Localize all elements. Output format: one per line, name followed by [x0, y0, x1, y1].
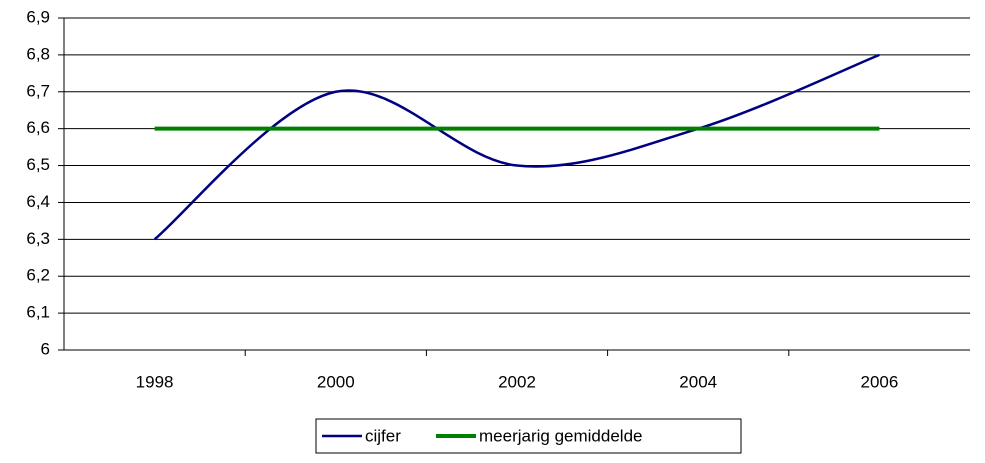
y-tick-label: 6,4 — [26, 192, 50, 211]
y-tick-label: 6,3 — [26, 229, 50, 248]
x-tick-label: 2002 — [498, 372, 536, 391]
x-tick-label: 2006 — [860, 372, 898, 391]
legend-label: cijfer — [365, 426, 401, 445]
y-tick-label: 6,2 — [26, 266, 50, 285]
x-tick-label: 2004 — [679, 372, 717, 391]
x-tick-label: 1998 — [136, 372, 174, 391]
legend-box — [315, 418, 742, 454]
legend-label: meerjarig gemiddelde — [479, 426, 642, 445]
y-tick-label: 6 — [41, 339, 50, 358]
y-tick-label: 6,7 — [26, 81, 50, 100]
y-tick-label: 6,1 — [26, 303, 50, 322]
y-tick-label: 6,9 — [26, 7, 50, 26]
x-tick-label: 2000 — [317, 372, 355, 391]
y-tick-label: 6,6 — [26, 118, 50, 137]
y-tick-label: 6,8 — [26, 44, 50, 63]
y-tick-label: 6,5 — [26, 155, 50, 174]
series-line — [153, 53, 880, 241]
